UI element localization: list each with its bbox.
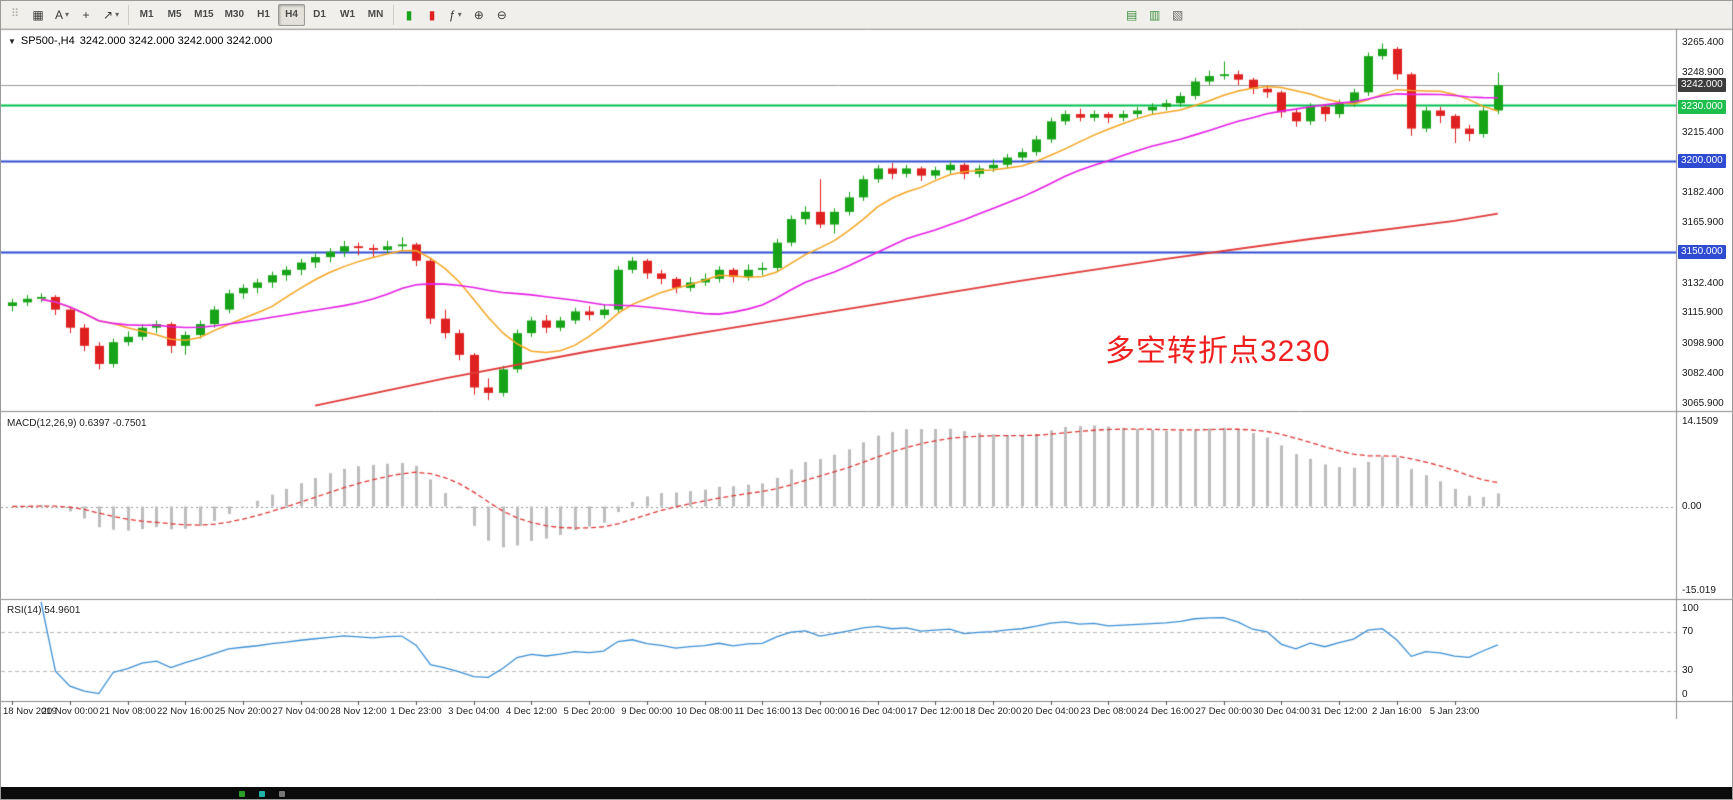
toolbar-separator bbox=[393, 4, 395, 25]
chart-menu-arrow[interactable]: ▼ bbox=[8, 36, 16, 46]
bearish-candle-button[interactable]: ▮ bbox=[421, 4, 443, 26]
panel-divider-macd[interactable] bbox=[1, 410, 1732, 413]
time-axis[interactable] bbox=[1, 701, 1676, 719]
timeframe-mn-button[interactable]: MN bbox=[367, 9, 384, 20]
timeframe-m15-button[interactable]: M15 bbox=[194, 9, 214, 20]
timeframe-m1-button[interactable]: M1 bbox=[139, 9, 154, 20]
chart-properties-button[interactable]: ▦ bbox=[27, 4, 49, 26]
macd-label: MACD(12,26,9) 0.6397 -0.7501 bbox=[7, 418, 147, 429]
bullish-candle-icon: ▮ bbox=[405, 7, 413, 22]
ohlc-values: 3242.000 3242.000 3242.000 3242.000 bbox=[79, 35, 273, 47]
zoom-in-icon: ⊕ bbox=[473, 7, 484, 22]
navigator-button[interactable]: ▧ bbox=[1167, 4, 1189, 26]
function-icon: ƒ bbox=[449, 7, 456, 22]
toolbar: ⠿ ▦ A ▾ + ↗ ▾ M1 M5 M15 M30 H1 H4 D1 W1 MN ▮ ▮ ƒ ▾ ⊕ ⊖ ▤ ▥ ▧ bbox=[1, 1, 1732, 29]
chevron-down-icon: ▾ bbox=[65, 10, 70, 19]
market-watch-icon: ▤ bbox=[1126, 7, 1138, 22]
timeframe-h4-button[interactable]: H4 bbox=[278, 3, 306, 26]
draw-tools-dropdown[interactable]: ↗ ▾ bbox=[98, 4, 124, 26]
chart-canvas[interactable] bbox=[1, 29, 1732, 787]
zoom-out-button[interactable]: ⊖ bbox=[491, 4, 513, 26]
bearish-candle-icon: ▮ bbox=[428, 7, 436, 22]
taskbar[interactable] bbox=[1, 787, 1732, 799]
toolbar-separator bbox=[128, 4, 130, 25]
chevron-down-icon: ▾ bbox=[457, 10, 462, 19]
taskbar-icon[interactable] bbox=[259, 791, 265, 797]
text-label-tool[interactable]: A ▾ bbox=[50, 4, 74, 26]
trendline-icon: ↗ bbox=[103, 7, 114, 22]
market-watch-button[interactable]: ▤ bbox=[1121, 4, 1143, 26]
data-window-icon: ▥ bbox=[1149, 7, 1161, 22]
crosshair-icon: + bbox=[82, 7, 90, 22]
chevron-down-icon: ▾ bbox=[115, 10, 120, 19]
chart-annotation: 多空转折点3230 bbox=[1105, 335, 1331, 368]
bullish-candle-button[interactable]: ▮ bbox=[398, 4, 420, 26]
zoom-in-button[interactable]: ⊕ bbox=[468, 4, 490, 26]
taskbar-icon[interactable] bbox=[239, 791, 245, 797]
timeframe-d1-button[interactable]: D1 bbox=[313, 9, 326, 20]
navigator-icon: ▧ bbox=[1172, 7, 1184, 22]
chart-header: ▼ SP500-,H4 3242.000 3242.000 3242.000 3… bbox=[8, 35, 272, 47]
grid-icon: ▦ bbox=[32, 7, 44, 22]
timeframe-h1-button[interactable]: H1 bbox=[257, 9, 270, 20]
price-axis[interactable] bbox=[1674, 29, 1732, 719]
crosshair-tool[interactable]: + bbox=[75, 4, 97, 26]
panel-divider-rsi[interactable] bbox=[1, 598, 1732, 601]
rsi-label: RSI(14) 54.9601 bbox=[7, 605, 81, 616]
data-window-button[interactable]: ▥ bbox=[1144, 4, 1166, 26]
zoom-out-icon: ⊖ bbox=[496, 7, 507, 22]
text-tool-icon: A bbox=[55, 7, 64, 22]
grip-dots-icon: ⠿ bbox=[10, 8, 20, 20]
timeframe-w1-button[interactable]: W1 bbox=[340, 9, 356, 20]
timeframe-m5-button[interactable]: M5 bbox=[167, 9, 182, 20]
toolbar-grip[interactable]: ⠿ bbox=[4, 4, 26, 26]
timeframe-m30-button[interactable]: M30 bbox=[224, 9, 245, 20]
symbol-period-label: SP500-,H4 bbox=[20, 35, 75, 47]
taskbar-icon[interactable] bbox=[279, 791, 285, 797]
indicators-dropdown[interactable]: ƒ ▾ bbox=[444, 4, 467, 26]
